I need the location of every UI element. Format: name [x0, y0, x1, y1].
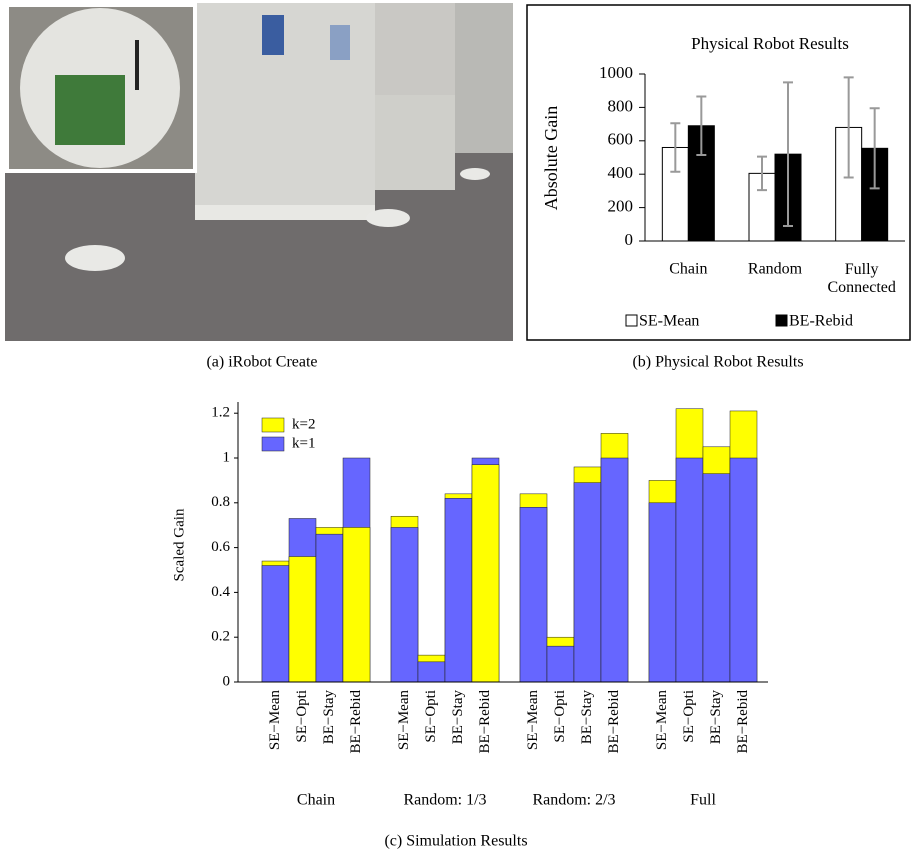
group-label: Chain: [297, 792, 335, 809]
x-tick-label: BE−Stay: [579, 690, 595, 745]
y-tick-label: 600: [608, 130, 634, 149]
x-tick-label: BE−Stay: [450, 690, 466, 745]
bar: [547, 646, 574, 682]
y-tick-label: 200: [608, 197, 634, 216]
x-tick-label: SE−Opti: [552, 690, 568, 743]
legend-label: k=1: [292, 435, 315, 451]
x-tick-label: BE−Rebid: [348, 690, 364, 754]
legend-label: BE-Rebid: [789, 313, 853, 330]
figure: (a) iRobot Create (b) Physical Robot Res…: [0, 0, 913, 857]
bar: [316, 534, 343, 682]
photo: [5, 3, 513, 341]
bar: [445, 498, 472, 682]
y-tick-label: 400: [608, 163, 634, 182]
bar: [472, 465, 499, 682]
x-tick-label: Chain: [669, 261, 707, 278]
legend-label: k=2: [292, 416, 315, 432]
y-tick-label: 0: [625, 230, 634, 249]
caption: (b) Physical Robot Results: [632, 354, 803, 371]
x-tick-label: SE−Mean: [267, 690, 283, 751]
group-label: Random: 1/3: [403, 792, 486, 809]
x-tick-label: SE−Mean: [654, 690, 670, 751]
x-tick-label: SE−Mean: [396, 690, 412, 751]
y-tick-label: 1.2: [211, 405, 230, 421]
x-tick-label: BE−Rebid: [735, 690, 751, 754]
bar: [649, 503, 676, 682]
legend-swatch: [262, 437, 284, 451]
x-tick-label: SE−Opti: [423, 690, 439, 743]
bar: [520, 507, 547, 682]
y-tick-label: 0: [223, 673, 231, 689]
caption: (a) iRobot Create: [206, 354, 317, 371]
x-tick-label: SE−Opti: [681, 690, 697, 743]
bar: [289, 557, 316, 682]
y-tick-label: 1000: [599, 63, 633, 82]
bar: [343, 527, 370, 682]
label-line: Fully: [845, 261, 879, 278]
y-tick-label: 800: [608, 96, 634, 115]
bar: [703, 474, 730, 682]
bar: [391, 527, 418, 682]
y-tick-label: 0.6: [211, 539, 230, 555]
bar: [730, 458, 757, 682]
caption: (c) Simulation Results: [384, 833, 527, 850]
legend-swatch: [626, 315, 637, 326]
legend-swatch: [262, 418, 284, 432]
x-tick-label: SE−Mean: [525, 690, 541, 751]
y-tick-label: 0.8: [211, 494, 230, 510]
x-tick-label: BE−Stay: [708, 690, 724, 745]
x-tick-label: Random: [748, 261, 803, 278]
y-axis-label: Scaled Gain: [171, 508, 187, 581]
y-tick-label: 1: [223, 449, 231, 465]
y-tick-label: 0.2: [211, 629, 230, 645]
y-tick-label: 0.4: [211, 584, 230, 600]
x-tick-label: BE−Rebid: [606, 690, 622, 754]
legend-label: SE-Mean: [639, 313, 699, 330]
legend-swatch: [776, 315, 787, 326]
y-axis-label: Absolute Gain: [541, 106, 561, 210]
label-line: Connected: [827, 279, 895, 296]
bar: [676, 458, 703, 682]
bar: [574, 483, 601, 682]
chart-title: Physical Robot Results: [691, 34, 849, 53]
group-label: Full: [690, 792, 716, 809]
bar: [262, 566, 289, 682]
bar: [601, 458, 628, 682]
bar: [418, 662, 445, 682]
x-tick-label: BE−Stay: [321, 690, 337, 745]
x-tick-label: BE−Rebid: [477, 690, 493, 754]
chart-c: Scaled Gain 0 0.2 0.4 0.6 0.8 1 1.2 SE−Mean SE−Op…: [171, 402, 768, 809]
x-tick-label: SE−Opti: [294, 690, 310, 743]
group-label: Random: 2/3: [532, 792, 615, 809]
